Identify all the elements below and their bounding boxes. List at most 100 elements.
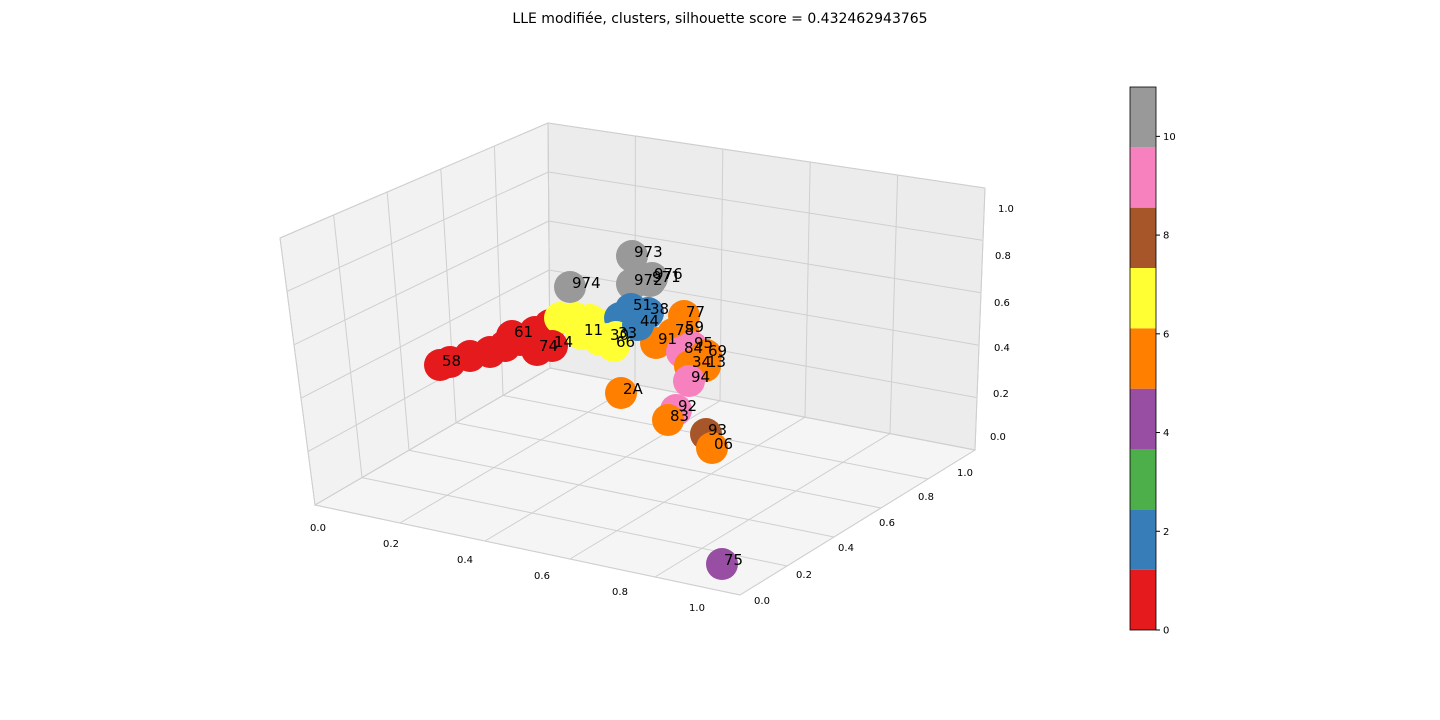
point-label: 94 — [691, 368, 710, 386]
grid-line — [333, 214, 363, 478]
grid-line — [739, 449, 976, 596]
scatter-point — [566, 318, 598, 350]
grid-line — [889, 174, 899, 434]
grid-line — [974, 187, 986, 451]
colorbar-frame — [1129, 86, 1157, 631]
point-label: 92 — [678, 397, 697, 415]
x-tick-label: 1.0 — [689, 603, 705, 614]
grid-line — [399, 383, 636, 524]
axis-ticks: 0.0 0.2 0.4 0.6 0.8 1.0 0.0 0.2 0.4 0.6 0.8 1.0 0.0 0… — [310, 204, 1014, 614]
chart-title: LLE modifiée, clusters, silhouette score… — [512, 11, 928, 27]
z-tick-label: 0.4 — [994, 343, 1010, 354]
colorbar-segment — [1130, 268, 1156, 329]
colorbar-tick-label: 10 — [1163, 132, 1176, 143]
scatter-point — [696, 432, 728, 464]
point-label: 34 — [692, 353, 711, 371]
x-tick-label: 0.8 — [612, 587, 628, 598]
point-label: 69 — [708, 342, 727, 360]
point-label: 14 — [554, 333, 573, 351]
colorbar-segment — [1130, 509, 1156, 570]
colorbar-tick-label: 0 — [1163, 626, 1169, 637]
point-label: 66 — [616, 333, 635, 351]
point-label: 78 — [675, 321, 694, 339]
grid-line — [293, 220, 550, 346]
grid-line — [547, 122, 986, 189]
x-tick-label: 0.2 — [383, 539, 399, 550]
point-label: 59 — [685, 318, 704, 336]
grid-line — [279, 122, 549, 239]
y-tick-label: 0.6 — [879, 518, 895, 529]
x-tick-label: 0.4 — [457, 555, 473, 566]
z-tick-label: 0.2 — [993, 389, 1009, 400]
point-label: 06 — [714, 435, 733, 453]
point-label: 971 — [652, 268, 681, 286]
colorbar-tick-label: 6 — [1163, 329, 1169, 340]
scatter-point — [598, 330, 630, 362]
point-label: 61 — [514, 323, 533, 341]
grid-line — [408, 449, 835, 538]
point-label: 58 — [442, 352, 461, 370]
grid-line — [386, 191, 410, 451]
point-label: 75 — [724, 551, 743, 569]
z-tick-label: 1.0 — [998, 204, 1014, 215]
grid-line — [654, 433, 891, 578]
scatter-point — [496, 320, 528, 352]
point-label: 93 — [708, 421, 727, 439]
x-tick-label: 0.0 — [310, 523, 326, 534]
point-label: 84 — [684, 339, 703, 357]
point-label: 973 — [634, 243, 663, 261]
grid-line — [548, 220, 982, 294]
point-label: 38 — [650, 300, 669, 318]
scatter-point — [605, 377, 637, 409]
grid-line — [300, 269, 550, 399]
point-label: 33 — [618, 324, 637, 342]
point-label: 83 — [670, 407, 689, 425]
point-label: 51 — [633, 296, 652, 314]
scatter-point — [652, 404, 684, 436]
scatter-point — [554, 271, 586, 303]
grid-line — [314, 504, 741, 596]
point-label: 74 — [539, 337, 558, 355]
y-tick-label: 0.8 — [918, 492, 934, 503]
grid-line — [286, 171, 549, 292]
point-label: 13 — [707, 353, 726, 371]
point-label: 91 — [658, 330, 677, 348]
point-label: 974 — [572, 274, 601, 292]
grid-line — [279, 237, 316, 506]
point-label: 77 — [686, 303, 705, 321]
colorbar-tick-label: 4 — [1163, 428, 1169, 439]
grid-line — [314, 367, 551, 506]
scatter-point — [622, 309, 654, 341]
z-tick-label: 0.6 — [994, 298, 1010, 309]
scatter-point — [616, 268, 648, 300]
scatter-point — [706, 548, 738, 580]
colorbar-segment — [1130, 328, 1156, 389]
scatter-point — [536, 330, 568, 362]
colorbar-tick-label: 2 — [1163, 527, 1169, 538]
scatter-point — [616, 240, 648, 272]
z-tick-label: 0.0 — [990, 432, 1006, 443]
colorbar-segment — [1130, 569, 1156, 630]
colorbar: 0 2 4 6 8 10 — [1129, 86, 1176, 637]
colorbar-segment — [1130, 449, 1156, 510]
point-label: 11 — [584, 321, 603, 339]
point-label: 44 — [640, 312, 659, 330]
axes-3d: 0.0 0.2 0.4 0.6 0.8 1.0 0.0 0.2 0.4 0.6 0.8 1.0 0.0 0… — [279, 122, 1014, 614]
grid-line — [569, 416, 806, 560]
grid-line — [804, 161, 811, 418]
point-label: 2A — [623, 380, 644, 398]
point-label: 972 — [634, 271, 663, 289]
point-label: 976 — [654, 265, 683, 283]
y-tick-label: 0.0 — [754, 596, 770, 607]
grid-line — [440, 168, 457, 423]
grid-line — [548, 171, 984, 241]
scatter-point — [673, 365, 705, 397]
y-tick-label: 0.4 — [838, 543, 854, 554]
colorbar-segment — [1130, 388, 1156, 449]
colorbar-segment — [1130, 87, 1156, 148]
point-label: 95 — [694, 334, 713, 352]
colorbar-segment — [1130, 207, 1156, 268]
colorbar-segment — [1130, 147, 1156, 208]
